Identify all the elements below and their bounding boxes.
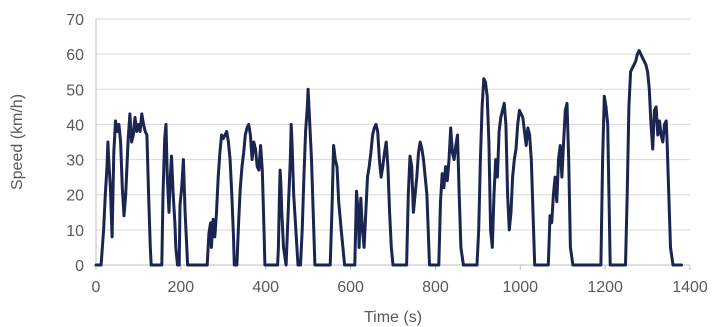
x-tick-label: 0: [92, 279, 101, 296]
x-axis-title: Time (s): [364, 309, 422, 326]
y-axis-title: Speed (km/h): [9, 94, 26, 190]
y-tick-label: 40: [66, 117, 84, 134]
series-layer: [94, 49, 683, 267]
series-line-0: [94, 49, 683, 267]
y-tick-label: 30: [66, 153, 84, 170]
y-tick-label: 0: [75, 258, 84, 275]
x-tick-label: 1000: [502, 279, 538, 296]
y-tick-label: 20: [66, 188, 84, 205]
tick-labels: 0 10 20 30 40 50 60 70 0 200 400 600 800 1000 1200 1400: [66, 12, 708, 296]
x-tick-label: 800: [422, 279, 449, 296]
y-tick-label: 10: [66, 223, 84, 240]
x-tick-label: 400: [252, 279, 279, 296]
x-tick-label: 600: [337, 279, 364, 296]
x-tick-label: 1200: [587, 279, 623, 296]
x-tick-label: 200: [168, 279, 195, 296]
y-tick-label: 50: [66, 82, 84, 99]
y-tick-label: 70: [66, 12, 84, 29]
x-tick-label: 1400: [672, 279, 708, 296]
y-tick-label: 60: [66, 47, 84, 64]
grid-lines: [96, 18, 690, 231]
